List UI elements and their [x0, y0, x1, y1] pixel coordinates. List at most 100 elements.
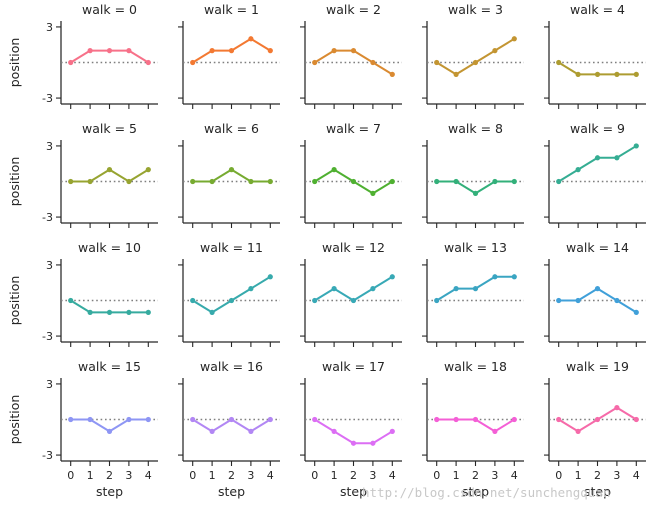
data-point — [312, 416, 318, 423]
data-point — [511, 274, 517, 280]
series-line — [314, 418, 393, 445]
x-axis-label: step — [340, 484, 367, 499]
facet-12: walk = 12 — [300, 240, 402, 347]
data-point — [633, 416, 639, 423]
facet-9: walk = 9 — [544, 121, 646, 228]
data-point — [575, 71, 581, 77]
facet-title: walk = 6 — [204, 121, 259, 136]
series-line — [314, 275, 393, 302]
x-tick-label: 3 — [369, 469, 376, 482]
data-point — [248, 428, 254, 434]
data-point — [453, 286, 459, 292]
data-point — [492, 48, 498, 54]
data-point — [209, 428, 215, 434]
facet-title: walk = 0 — [82, 2, 137, 17]
data-point — [633, 71, 639, 77]
data-point — [389, 428, 395, 434]
data-point — [312, 178, 318, 185]
y-axis-label: position — [7, 157, 22, 207]
x-tick-label: 1 — [331, 469, 338, 482]
data-point — [614, 405, 620, 411]
data-point — [228, 297, 235, 304]
x-tick-label: 0 — [311, 469, 318, 482]
data-point — [472, 190, 479, 196]
facet-title: walk = 4 — [570, 2, 625, 17]
facet-16: walk = 16 0 1 2 3 4 step — [178, 359, 280, 499]
facet-title: walk = 11 — [200, 240, 263, 255]
data-point — [434, 297, 440, 304]
watermark-text: http://blog.csdn.net/sunchengquan — [362, 485, 610, 500]
data-point — [556, 297, 562, 304]
facet-title: walk = 3 — [448, 2, 503, 17]
data-point — [267, 178, 273, 185]
y-tick-label: -3 — [42, 449, 53, 462]
data-point — [370, 59, 376, 66]
x-tick-label: 1 — [575, 469, 582, 482]
x-tick-label: 1 — [453, 469, 460, 482]
y-tick-label: -3 — [42, 211, 53, 224]
data-point — [614, 297, 620, 304]
data-point — [209, 178, 215, 185]
x-tick-label: 4 — [633, 469, 640, 482]
data-point — [434, 178, 440, 185]
x-tick-label: 2 — [350, 469, 357, 482]
data-point — [575, 428, 581, 434]
data-point — [331, 286, 337, 292]
facet-2: walk = 2 — [300, 2, 402, 109]
x-axis-label: step — [218, 484, 245, 499]
data-point — [126, 309, 132, 315]
x-tick-label: 4 — [389, 469, 396, 482]
data-point — [331, 48, 337, 54]
data-point — [126, 416, 132, 423]
data-point — [331, 428, 337, 434]
x-tick-label: 2 — [472, 469, 479, 482]
data-point — [472, 286, 479, 292]
data-point — [453, 71, 459, 77]
x-tick-label: 0 — [433, 469, 440, 482]
data-point — [511, 178, 517, 185]
data-point — [350, 48, 357, 54]
facet-title: walk = 8 — [448, 121, 503, 136]
data-point — [614, 155, 620, 161]
data-point — [492, 178, 498, 185]
data-point — [248, 36, 254, 42]
data-point — [190, 297, 196, 304]
data-point — [434, 59, 440, 66]
data-point — [312, 297, 318, 304]
y-axis-label: position — [7, 395, 22, 445]
facet-title: walk = 9 — [570, 121, 625, 136]
facet-18: walk = 18 0 1 2 3 4 step — [422, 359, 524, 499]
x-axis-label: step — [584, 484, 611, 499]
x-tick-label: 0 — [555, 469, 562, 482]
data-point — [511, 36, 517, 42]
data-point — [472, 416, 479, 423]
data-point — [106, 428, 113, 434]
data-point — [594, 155, 601, 161]
data-point — [389, 71, 395, 77]
series-line — [558, 145, 637, 183]
data-point — [331, 167, 337, 173]
data-point — [350, 297, 357, 304]
x-tick-label: 0 — [67, 469, 74, 482]
data-point — [190, 416, 196, 423]
y-axis-label: position — [7, 38, 22, 88]
facets-layer: walk = 0 -3 3 position walk = 1 walk = 2 walk … — [7, 2, 646, 499]
data-point — [106, 48, 113, 54]
data-point — [248, 178, 254, 185]
facet-title: walk = 17 — [322, 359, 385, 374]
facet-title: walk = 14 — [566, 240, 629, 255]
facet-3: walk = 3 — [422, 2, 524, 109]
data-point — [472, 59, 479, 66]
data-point — [228, 167, 235, 173]
data-point — [389, 178, 395, 185]
data-point — [228, 48, 235, 54]
series-line — [192, 275, 271, 314]
y-tick-label: -3 — [42, 92, 53, 105]
data-point — [190, 59, 196, 66]
x-tick-label: 4 — [145, 469, 152, 482]
facet-title: walk = 1 — [204, 2, 259, 17]
facet-title: walk = 2 — [326, 2, 381, 17]
data-point — [87, 416, 93, 423]
